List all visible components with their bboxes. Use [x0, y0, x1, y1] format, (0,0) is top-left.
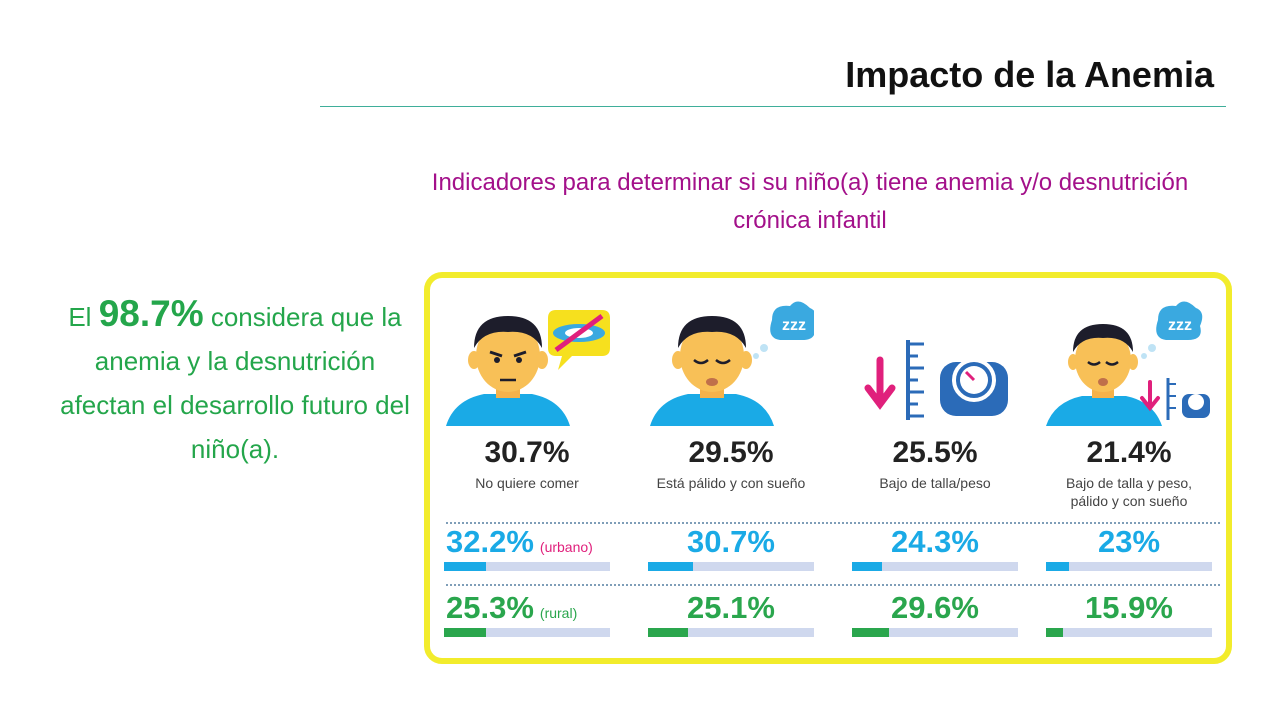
rural-percent: 29.6%	[891, 590, 979, 625]
rural-percent-row: 25.3% (rural)	[446, 590, 577, 626]
urban-tag: (urbano)	[539, 539, 593, 555]
rural-bar	[444, 628, 610, 637]
svg-text:zzz: zzz	[782, 317, 806, 334]
urban-bar-fill	[444, 562, 486, 571]
urban-percent-row: 32.2% (urbano)	[446, 524, 593, 560]
summary-statement: El 98.7% considera que la anemia y la de…	[50, 292, 420, 471]
rural-percent: 25.3%	[446, 590, 534, 625]
angry-child-no-food-icon	[444, 300, 610, 426]
rural-bar	[648, 628, 814, 637]
summary-highlight-percent: 98.7%	[98, 293, 204, 334]
indicator-column: zzz 21.4% Bajo de talla y peso, pálido y…	[1046, 300, 1212, 660]
indicator-percent: 21.4%	[1086, 436, 1172, 469]
urban-bar	[1046, 562, 1212, 571]
indicator-label: No quiere comer	[475, 475, 579, 491]
pale-sleepy-child-low-weight-icon: zzz	[1046, 300, 1212, 426]
urban-percent: 32.2%	[446, 524, 534, 559]
urban-bar-fill	[648, 562, 693, 571]
indicator-column: 25.5% Bajo de talla/peso 24.3% 29.6%	[852, 300, 1018, 660]
indicator-percent: 30.7%	[484, 436, 570, 469]
height-weight-scale-icon	[852, 300, 1018, 426]
rural-bar-fill	[1046, 628, 1063, 637]
pale-sleepy-child-icon: zzz	[648, 300, 814, 426]
indicator-column: zzz 29.5% Está pálido y con sueño 30.7% …	[648, 300, 814, 660]
rural-bar	[852, 628, 1018, 637]
rural-percent: 25.1%	[687, 590, 775, 625]
urban-percent: 23%	[1097, 524, 1161, 559]
urban-bar	[852, 562, 1018, 571]
urban-bar	[444, 562, 610, 571]
slide-title: Impacto de la Anemia	[845, 54, 1214, 95]
indicators-infographic: 30.7% No quiere comer 32.2% (urbano) 25.3…	[424, 272, 1232, 664]
indicator-percent: 29.5%	[688, 436, 774, 469]
indicator-column: 30.7% No quiere comer 32.2% (urbano) 25.3…	[444, 300, 610, 660]
summary-suffix: considera que la anemia y la desnutrició…	[60, 302, 410, 464]
rural-percent: 15.9%	[1085, 590, 1173, 625]
urban-bar-fill	[1046, 562, 1070, 571]
indicator-label: Bajo de talla/peso	[879, 475, 991, 491]
rural-bar-fill	[648, 628, 688, 637]
infographic-subtitle: Indicadores para determinar si su niño(a…	[431, 169, 1189, 234]
indicator-percent: 25.5%	[892, 436, 978, 469]
title-underline	[320, 106, 1226, 107]
rural-bar-fill	[444, 628, 486, 637]
summary-prefix: El	[68, 302, 99, 332]
rural-tag: (rural)	[539, 605, 578, 621]
urban-percent: 24.3%	[891, 524, 979, 559]
svg-text:zzz: zzz	[1168, 317, 1192, 334]
rural-bar-fill	[852, 628, 889, 637]
urban-percent: 30.7%	[687, 524, 775, 559]
urban-bar-fill	[852, 562, 882, 571]
row-separator	[446, 522, 1220, 524]
indicator-label: Está pálido y con sueño	[656, 475, 806, 491]
rural-bar	[1046, 628, 1212, 637]
indicator-label: Bajo de talla y peso, pálido y con sueño	[1065, 475, 1193, 509]
row-separator	[446, 584, 1220, 586]
urban-bar	[648, 562, 814, 571]
